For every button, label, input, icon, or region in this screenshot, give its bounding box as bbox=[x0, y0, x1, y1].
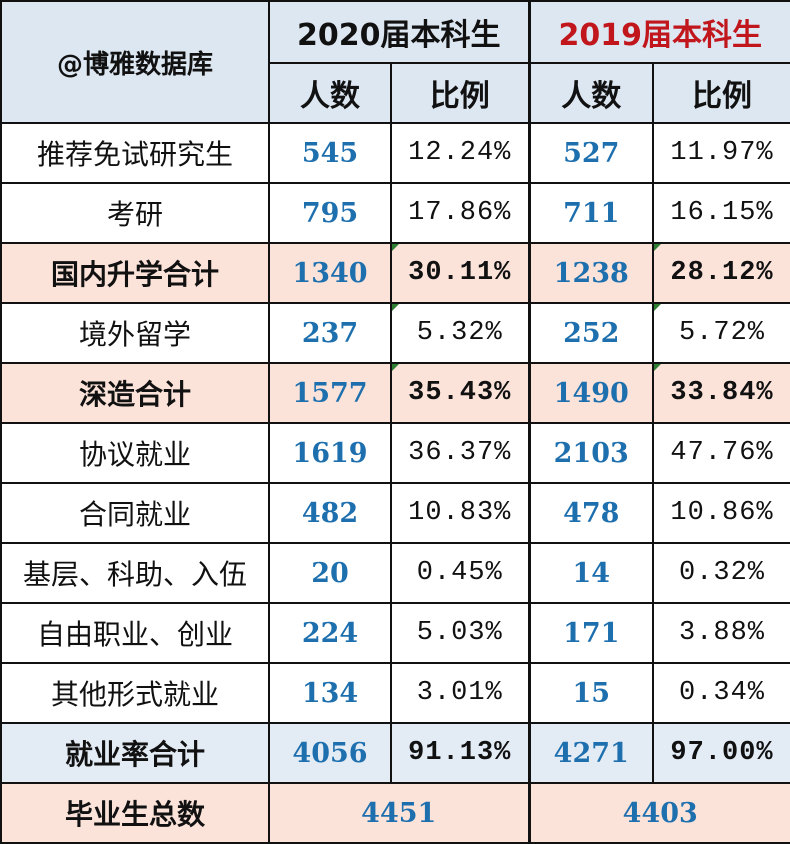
row-label: 协议就业 bbox=[0, 422, 270, 484]
count-2019: 527 bbox=[527, 122, 654, 184]
count-2020: 1577 bbox=[268, 362, 392, 424]
table-row: 其他形式就业 134 3.01% 15 0.34% bbox=[0, 662, 790, 724]
row-label: 深造合计 bbox=[0, 362, 270, 424]
ratio-2019: 97.00% bbox=[652, 722, 790, 784]
total-2019: 4403 bbox=[527, 782, 790, 844]
count-2020: 20 bbox=[268, 542, 392, 604]
count-2019: 1238 bbox=[527, 242, 654, 304]
ratio-2019: 10.86% bbox=[652, 482, 790, 544]
count-2020: 1340 bbox=[268, 242, 392, 304]
row-label: 考研 bbox=[0, 182, 270, 244]
count-2019: 15 bbox=[527, 662, 654, 724]
ratio-2020: 30.11% bbox=[390, 242, 530, 304]
ratio-2019: 47.76% bbox=[652, 422, 790, 484]
year-2019-header: 2019届本科生 bbox=[527, 0, 790, 64]
graduate-total-row: 毕业生总数 4451 4403 bbox=[0, 782, 790, 844]
ratio-2020: 36.37% bbox=[390, 422, 530, 484]
row-label: 就业率合计 bbox=[0, 722, 270, 784]
ratio-2019: 0.32% bbox=[652, 542, 790, 604]
count-2019: 252 bbox=[527, 302, 654, 364]
row-label: 国内升学合计 bbox=[0, 242, 270, 304]
col-ratio-2019: 比例 bbox=[652, 62, 790, 124]
row-label: 境外留学 bbox=[0, 302, 270, 364]
count-2019: 4271 bbox=[527, 722, 654, 784]
subtotal-row: 国内升学合计 1340 30.11% 1238 28.12% bbox=[0, 242, 790, 304]
ratio-2020: 12.24% bbox=[390, 122, 530, 184]
table-row: 境外留学 237 5.32% 252 5.72% bbox=[0, 302, 790, 364]
table-row: 合同就业 482 10.83% 478 10.86% bbox=[0, 482, 790, 544]
ratio-2019: 3.88% bbox=[652, 602, 790, 664]
count-2020: 134 bbox=[268, 662, 392, 724]
subtotal-row: 深造合计 1577 35.43% 1490 33.84% bbox=[0, 362, 790, 424]
ratio-2020: 5.32% bbox=[390, 302, 530, 364]
count-2019: 1490 bbox=[527, 362, 654, 424]
count-2020: 4056 bbox=[268, 722, 392, 784]
ratio-2020: 35.43% bbox=[390, 362, 530, 424]
ratio-2020: 91.13% bbox=[390, 722, 530, 784]
col-count-2020: 人数 bbox=[268, 62, 392, 124]
ratio-2019: 11.97% bbox=[652, 122, 790, 184]
count-2020: 1619 bbox=[268, 422, 392, 484]
count-2020: 482 bbox=[268, 482, 392, 544]
employment-total-row: 就业率合计 4056 91.13% 4271 97.00% bbox=[0, 722, 790, 784]
row-label: 其他形式就业 bbox=[0, 662, 270, 724]
col-ratio-2020: 比例 bbox=[390, 62, 530, 124]
table-row: 推荐免试研究生 545 12.24% 527 11.97% bbox=[0, 122, 790, 184]
table-row: 基层、科助、入伍 20 0.45% 14 0.32% bbox=[0, 542, 790, 604]
year-2020-header: 2020届本科生 bbox=[268, 0, 530, 64]
row-label: 基层、科助、入伍 bbox=[0, 542, 270, 604]
table-row: 自由职业、创业 224 5.03% 171 3.88% bbox=[0, 602, 790, 664]
count-2019: 2103 bbox=[527, 422, 654, 484]
brand-header: @博雅数据库 bbox=[0, 0, 270, 124]
count-2019: 14 bbox=[527, 542, 654, 604]
row-label: 自由职业、创业 bbox=[0, 602, 270, 664]
ratio-2020: 0.45% bbox=[390, 542, 530, 604]
count-2019: 171 bbox=[527, 602, 654, 664]
row-label: 合同就业 bbox=[0, 482, 270, 544]
count-2019: 478 bbox=[527, 482, 654, 544]
count-2020: 795 bbox=[268, 182, 392, 244]
ratio-2019: 28.12% bbox=[652, 242, 790, 304]
table-row: 考研 795 17.86% 711 16.15% bbox=[0, 182, 790, 244]
col-count-2019: 人数 bbox=[527, 62, 654, 124]
row-label: 推荐免试研究生 bbox=[0, 122, 270, 184]
ratio-2020: 3.01% bbox=[390, 662, 530, 724]
ratio-2020: 5.03% bbox=[390, 602, 530, 664]
count-2020: 545 bbox=[268, 122, 392, 184]
count-2020: 224 bbox=[268, 602, 392, 664]
ratio-2019: 33.84% bbox=[652, 362, 790, 424]
row-label: 毕业生总数 bbox=[0, 782, 270, 844]
ratio-2019: 5.72% bbox=[652, 302, 790, 364]
count-2020: 237 bbox=[268, 302, 392, 364]
count-2019: 711 bbox=[527, 182, 654, 244]
total-2020: 4451 bbox=[268, 782, 530, 844]
ratio-2019: 16.15% bbox=[652, 182, 790, 244]
table-row: 协议就业 1619 36.37% 2103 47.76% bbox=[0, 422, 790, 484]
ratio-2020: 10.83% bbox=[390, 482, 530, 544]
ratio-2020: 17.86% bbox=[390, 182, 530, 244]
ratio-2019: 0.34% bbox=[652, 662, 790, 724]
